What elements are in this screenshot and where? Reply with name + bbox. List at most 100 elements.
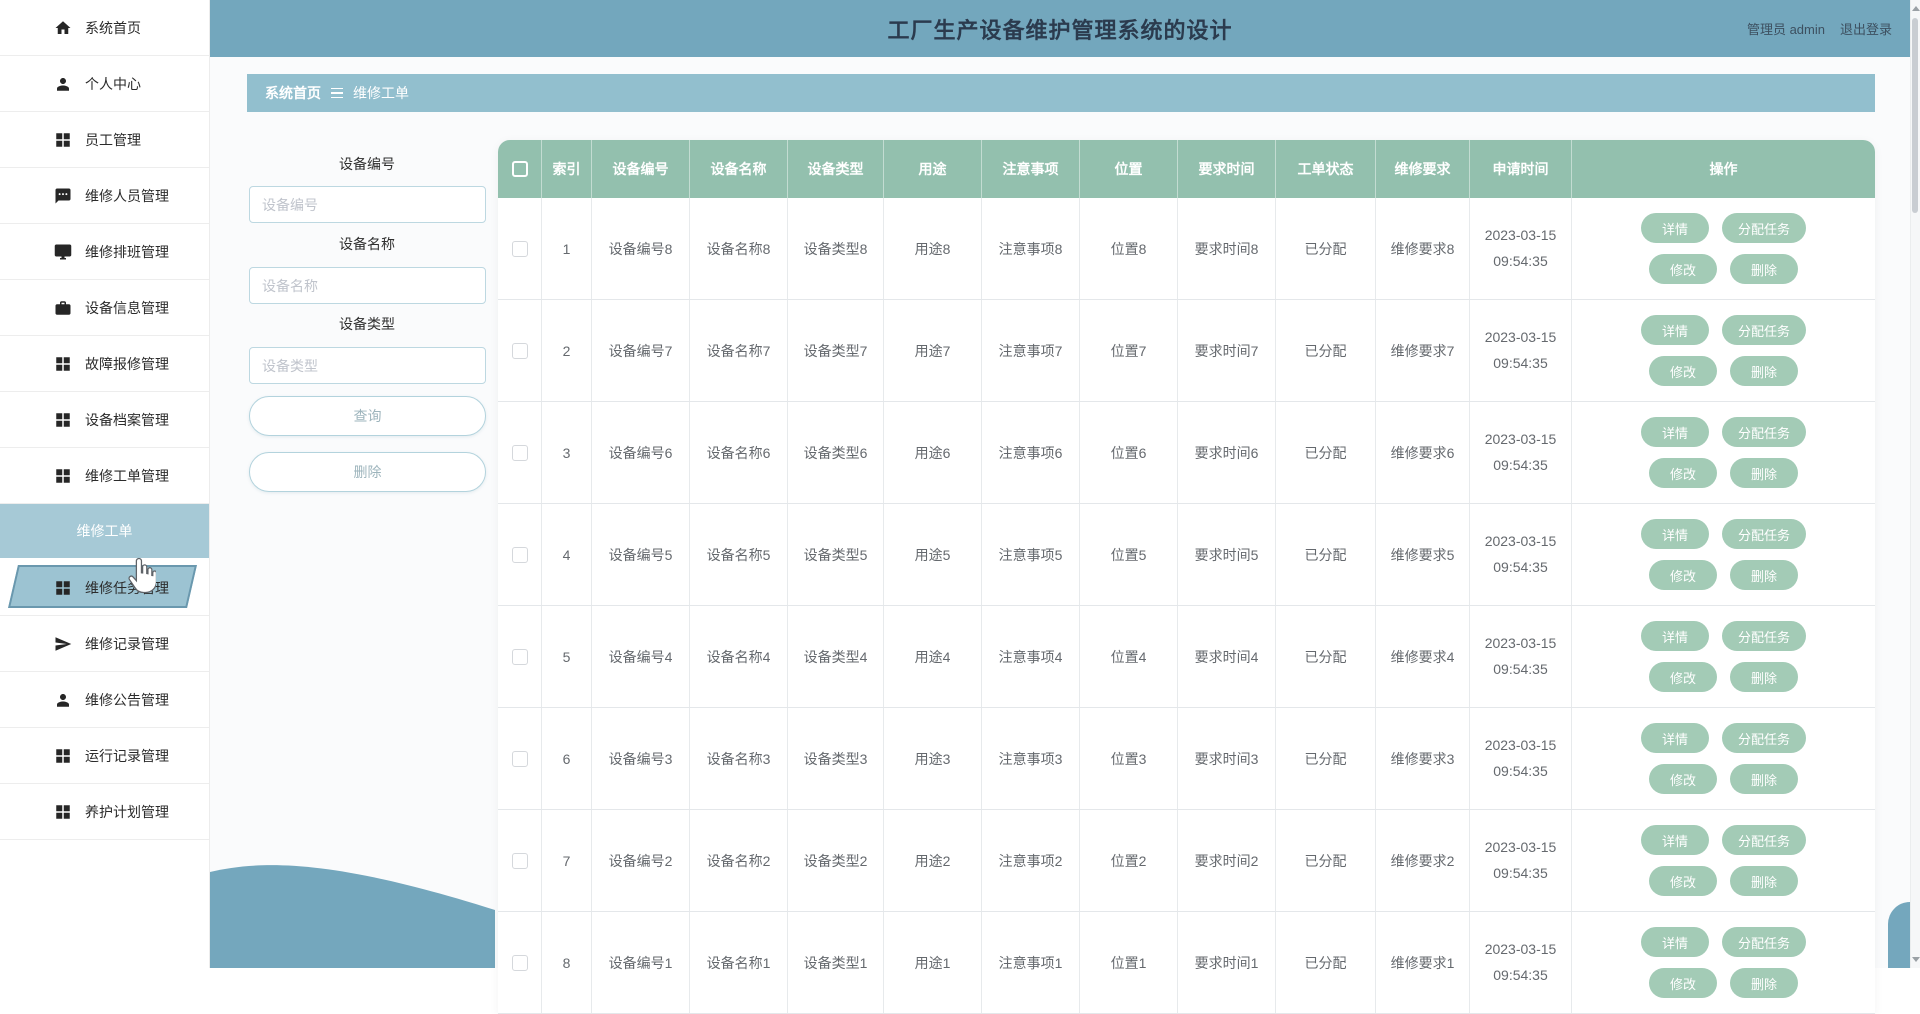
sidebar-item-8[interactable]: 维修工单管理 <box>0 448 209 504</box>
delete-row-button[interactable]: 删除 <box>1730 560 1799 590</box>
scroll-down-arrow[interactable] <box>1912 957 1920 962</box>
sidebar-item-label: 系统首页 <box>85 19 141 36</box>
grid-icon <box>54 467 72 485</box>
delete-row-button[interactable]: 删除 <box>1730 764 1799 794</box>
assign-task-button[interactable]: 分配任务 <box>1722 315 1807 345</box>
sidebar-item-11[interactable]: 维修记录管理 <box>0 616 209 672</box>
row-actions-cell: 详情 分配任务 修改 删除 <box>1572 402 1875 503</box>
row-checkbox[interactable] <box>511 240 528 257</box>
edit-button[interactable]: 修改 <box>1648 458 1717 488</box>
logout-link[interactable]: 退出登录 <box>1839 22 1892 37</box>
table-cell: 用途5 <box>884 504 982 605</box>
delete-row-button[interactable]: 删除 <box>1730 968 1799 998</box>
detail-button[interactable]: 详情 <box>1640 825 1709 855</box>
triple-bar-icon <box>331 87 343 99</box>
grid-icon <box>54 131 72 149</box>
sidebar-item-0[interactable]: 系统首页 <box>0 0 209 56</box>
column-header-5: 注意事项 <box>982 140 1080 198</box>
assign-task-button[interactable]: 分配任务 <box>1722 825 1807 855</box>
table-cell: 设备类型7 <box>788 300 884 401</box>
assign-task-button[interactable]: 分配任务 <box>1722 723 1807 753</box>
table-cell: 维修要求8 <box>1376 198 1470 299</box>
detail-button[interactable]: 详情 <box>1640 519 1709 549</box>
table-cell: 已分配 <box>1276 912 1376 1013</box>
breadcrumb-current: 维修工单 <box>353 85 409 101</box>
table-cell: 4 <box>542 504 592 605</box>
sidebar-item-3[interactable]: 维修人员管理 <box>0 168 209 224</box>
select-all-checkbox[interactable] <box>511 161 528 177</box>
row-checkbox[interactable] <box>511 444 528 461</box>
row-checkbox[interactable] <box>511 954 528 971</box>
device-name-input[interactable] <box>249 267 486 304</box>
sidebar-item-12[interactable]: 维修公告管理 <box>0 672 209 728</box>
grid-icon <box>54 803 72 821</box>
device-no-input[interactable] <box>249 186 486 223</box>
row-actions-cell: 详情 分配任务 修改 删除 <box>1572 810 1875 911</box>
breadcrumb: 系统首页 维修工单 <box>247 74 1875 112</box>
table-cell: 设备编号5 <box>592 504 690 605</box>
send-icon <box>54 635 72 653</box>
edit-button[interactable]: 修改 <box>1648 254 1717 284</box>
table-cell: 位置4 <box>1080 606 1178 707</box>
sidebar-item-1[interactable]: 个人中心 <box>0 56 209 112</box>
detail-button[interactable]: 详情 <box>1640 927 1709 957</box>
delete-row-button[interactable]: 删除 <box>1730 254 1799 284</box>
table-cell: 2023-03-15 09:54:35 <box>1470 912 1572 1013</box>
detail-button[interactable]: 详情 <box>1640 213 1709 243</box>
assign-task-button[interactable]: 分配任务 <box>1722 927 1807 957</box>
briefcase-icon <box>54 299 72 317</box>
edit-button[interactable]: 修改 <box>1648 662 1717 692</box>
sidebar-item-5[interactable]: 设备信息管理 <box>0 280 209 336</box>
device-name-label: 设备名称 <box>339 236 395 252</box>
query-button[interactable]: 查询 <box>249 396 486 436</box>
row-checkbox[interactable] <box>511 750 528 767</box>
detail-button[interactable]: 详情 <box>1640 417 1709 447</box>
sidebar-item-13[interactable]: 运行记录管理 <box>0 728 209 784</box>
table-cell: 注意事项8 <box>982 198 1080 299</box>
detail-button[interactable]: 详情 <box>1640 621 1709 651</box>
delete-row-button[interactable]: 删除 <box>1730 866 1799 896</box>
assign-task-button[interactable]: 分配任务 <box>1722 213 1807 243</box>
detail-button[interactable]: 详情 <box>1640 315 1709 345</box>
sidebar-item-14[interactable]: 养护计划管理 <box>0 784 209 840</box>
scrollbar-thumb[interactable] <box>1912 18 1918 213</box>
edit-button[interactable]: 修改 <box>1648 866 1717 896</box>
edit-button[interactable]: 修改 <box>1648 560 1717 590</box>
table-cell: 位置5 <box>1080 504 1178 605</box>
delete-row-button[interactable]: 删除 <box>1730 662 1799 692</box>
table-cell: 已分配 <box>1276 402 1376 503</box>
table-cell: 维修要求4 <box>1376 606 1470 707</box>
delete-button[interactable]: 删除 <box>249 452 486 492</box>
delete-row-button[interactable]: 删除 <box>1730 458 1799 488</box>
sidebar-item-6[interactable]: 故障报修管理 <box>0 336 209 392</box>
table-cell: 注意事项1 <box>982 912 1080 1013</box>
user-label: 管理员 admin <box>1746 22 1825 37</box>
table-cell: 维修要求7 <box>1376 300 1470 401</box>
row-checkbox[interactable] <box>511 852 528 869</box>
scroll-up-arrow[interactable] <box>1912 6 1920 11</box>
table-cell: 2023-03-15 09:54:35 <box>1470 504 1572 605</box>
row-checkbox[interactable] <box>511 648 528 665</box>
assign-task-button[interactable]: 分配任务 <box>1722 417 1807 447</box>
wave-decoration-left <box>210 858 495 968</box>
table-cell: 设备名称7 <box>690 300 788 401</box>
edit-button[interactable]: 修改 <box>1648 968 1717 998</box>
detail-button[interactable]: 详情 <box>1640 723 1709 753</box>
device-type-input[interactable] <box>249 347 486 384</box>
sidebar-item-4[interactable]: 维修排班管理 <box>0 224 209 280</box>
sidebar-item-2[interactable]: 员工管理 <box>0 112 209 168</box>
breadcrumb-home[interactable]: 系统首页 <box>265 85 321 101</box>
sidebar-item-label: 维修任务管理 <box>85 579 169 596</box>
sidebar-item-10[interactable]: 维修任务管理 <box>0 560 209 616</box>
user-icon <box>54 691 72 709</box>
table-cell: 要求时间5 <box>1178 504 1276 605</box>
edit-button[interactable]: 修改 <box>1648 356 1717 386</box>
assign-task-button[interactable]: 分配任务 <box>1722 621 1807 651</box>
sidebar-menu: 系统首页个人中心 员工管理 维修人员管理 维修排班管理 设备信息管理 故障报修管理 设备档案… <box>0 0 209 840</box>
row-checkbox[interactable] <box>511 546 528 563</box>
sidebar-item-7[interactable]: 设备档案管理 <box>0 392 209 448</box>
assign-task-button[interactable]: 分配任务 <box>1722 519 1807 549</box>
row-checkbox[interactable] <box>511 342 528 359</box>
delete-row-button[interactable]: 删除 <box>1730 356 1799 386</box>
edit-button[interactable]: 修改 <box>1648 764 1717 794</box>
